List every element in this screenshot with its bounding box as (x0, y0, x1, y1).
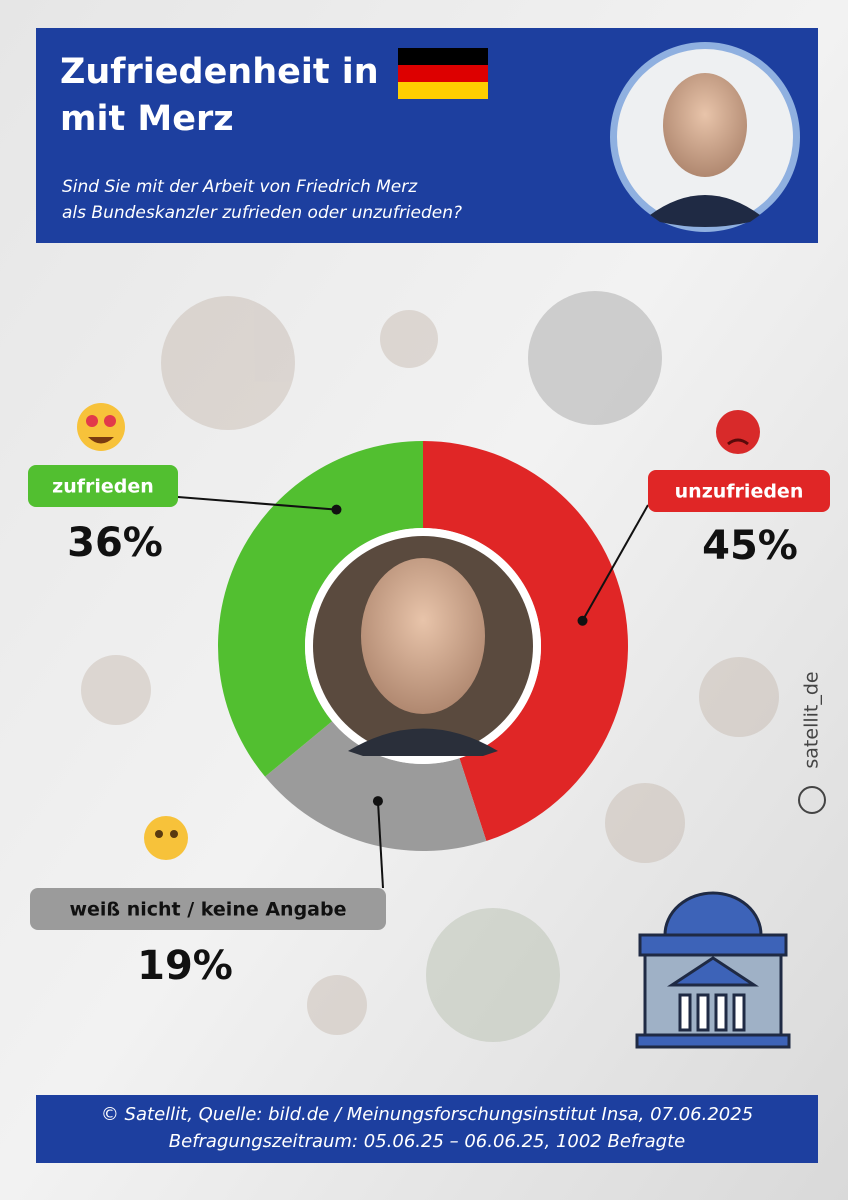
category-label: zufrieden (52, 476, 154, 498)
background-portraits (81, 291, 779, 1042)
subtitle: Sind Sie mit der Arbeit von Friedrich Me… (62, 177, 418, 197)
center-suit (348, 728, 498, 756)
leader-dot (577, 615, 588, 626)
reichstag-icon (635, 891, 791, 1049)
center-face (361, 558, 485, 714)
donut-chart: unzufrieden 45% weiß nicht / keine Angabe 1… (28, 441, 830, 989)
emoji-happy (77, 403, 125, 451)
emoji-thinking (144, 816, 188, 860)
leader-line (177, 496, 337, 511)
subtitle: als Bundeskanzler zufrieden oder unzufri… (62, 203, 462, 223)
emoji-angry (716, 410, 760, 454)
title: mit Merz (60, 99, 234, 139)
title: Zufriedenheit in (60, 52, 379, 92)
category-label: weiß nicht / keine Angabe (69, 899, 346, 921)
donut-slice (423, 441, 629, 841)
leader-dot (372, 796, 383, 807)
value-label: 19% (137, 943, 233, 989)
leader-line (376, 801, 384, 889)
donut-slice (217, 441, 423, 777)
leader-line (581, 504, 649, 622)
portrait (610, 42, 800, 232)
footer-box (36, 1095, 818, 1163)
footer: Befragungszeitraum: 05.06.25 – 06.06.25,… (169, 1131, 685, 1152)
watermark-logo (798, 786, 826, 814)
flag (398, 48, 488, 99)
watermark: satellit_de (801, 671, 823, 768)
footer: © Satellit, Quelle: bild.de / Meinungsfo… (101, 1104, 753, 1125)
leader-dot (331, 504, 342, 515)
donut-slice (265, 721, 487, 851)
value-label: 45% (702, 523, 798, 569)
category-pill (28, 465, 178, 507)
value-label: 36% (67, 520, 163, 566)
category-pill (30, 888, 386, 930)
category-pill (648, 470, 830, 512)
category-label: unzufrieden (675, 481, 804, 503)
